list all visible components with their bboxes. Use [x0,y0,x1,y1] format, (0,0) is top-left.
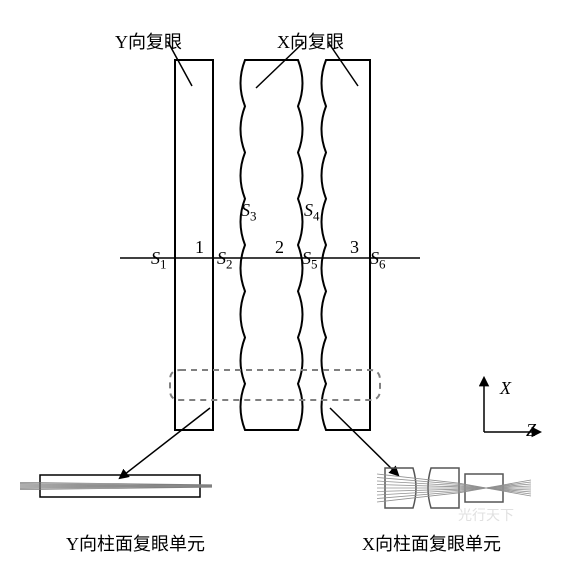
label-lens-1: 1 [195,237,204,258]
label-x-unit: X向柱面复眼单元 [362,530,501,556]
label-lens-2: 2 [275,237,284,258]
label-x-compound-eye: X向复眼 [277,28,344,54]
label-s3: S3 [241,200,257,225]
label-y-unit: Y向柱面复眼单元 [66,530,205,556]
diagram-svg [0,0,565,569]
label-s1: S1 [151,248,167,273]
label-y-compound-eye: Y向复眼 [115,28,182,54]
label-s6: S6 [370,248,386,273]
axis-label-z: Z [526,420,536,441]
label-lens-3: 3 [350,237,359,258]
label-s2: S2 [217,248,233,273]
diagram-canvas: Y向复眼 X向复眼 Y向柱面复眼单元 X向柱面复眼单元 S1 S2 S3 S4 … [0,0,565,569]
axis-label-x: X [500,378,511,399]
label-s5: S5 [302,248,318,273]
label-s4: S4 [304,200,320,225]
